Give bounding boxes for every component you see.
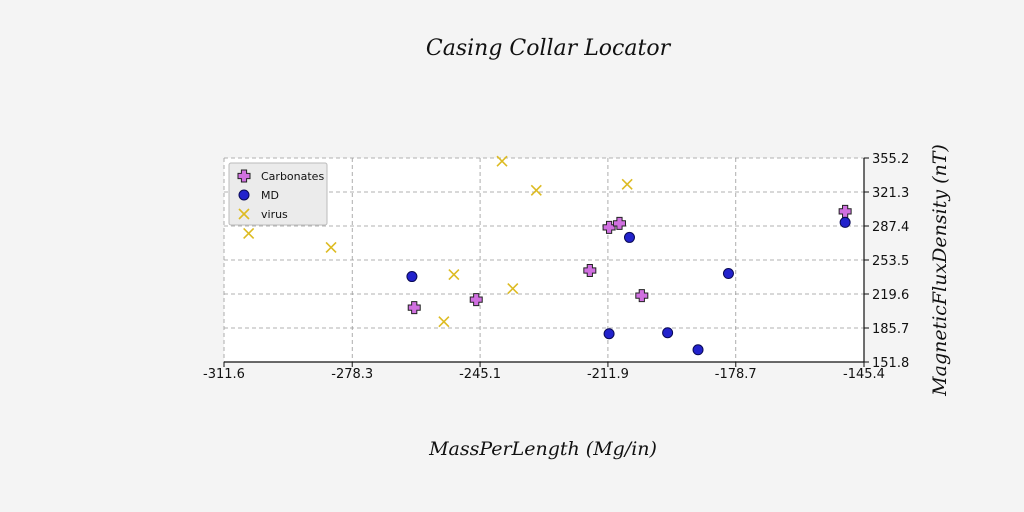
- y-tick-label: 355.2: [872, 152, 909, 167]
- data-point-virus: [530, 184, 542, 196]
- data-point-md: [623, 231, 635, 243]
- x-axis-label: MassPerLength (Mg/in): [428, 438, 657, 460]
- data-point-virus: [243, 227, 255, 239]
- y-axis-label: MagneticFluxDensity (nT): [929, 144, 951, 397]
- x-tick-label: -178.7: [715, 367, 757, 382]
- data-point-virus: [621, 178, 633, 190]
- data-point-virus: [325, 241, 337, 254]
- y-tick-label: 253.5: [872, 254, 909, 269]
- plot-area: -311.6 -278.3 -245.1 -211.9 -178.7 -145.4151.…: [203, 152, 909, 382]
- y-tick-label: 219.6: [872, 288, 909, 303]
- data-point-md: [603, 328, 615, 340]
- data-point-carbonates: [583, 264, 597, 278]
- x-tick-label: -311.6: [203, 367, 245, 382]
- data-point-md: [722, 268, 734, 280]
- y-tick-label: 321.3: [872, 186, 909, 201]
- y-tick-label: 185.7: [872, 322, 909, 337]
- data-point-carbonates: [838, 204, 852, 218]
- x-tick-label: -245.1: [459, 367, 501, 382]
- data-point-carbonates: [635, 289, 649, 303]
- x-tick-label: -278.3: [331, 367, 373, 382]
- data-point-md: [406, 271, 418, 283]
- legend-label: virus: [261, 208, 288, 221]
- y-tick-label: 287.4: [872, 220, 909, 235]
- legend-marker: [237, 169, 251, 183]
- data-point-carbonates: [407, 301, 421, 315]
- data-point-carbonates: [469, 293, 483, 307]
- legend-box: [228, 162, 328, 226]
- data-point-carbonates: [612, 216, 626, 230]
- x-tick-label: -211.9: [587, 367, 629, 382]
- data-point-md: [692, 344, 704, 356]
- data-point-virus: [448, 268, 460, 281]
- legend-marker: [238, 189, 250, 201]
- x-tick-label: -145.4: [843, 367, 885, 382]
- chart-title: Casing Collar Locator: [426, 36, 672, 61]
- data-point-virus: [496, 155, 508, 167]
- legend-label: Carbonates: [261, 170, 324, 183]
- legend-marker: [238, 208, 250, 220]
- legend-label: MD: [261, 189, 279, 202]
- data-point-virus: [438, 316, 450, 328]
- data-point-md: [839, 216, 851, 228]
- y-tick-label: 151.8: [872, 356, 909, 371]
- data-point-virus: [507, 283, 519, 295]
- data-point-md: [662, 327, 674, 339]
- data-point-carbonates: [602, 220, 616, 234]
